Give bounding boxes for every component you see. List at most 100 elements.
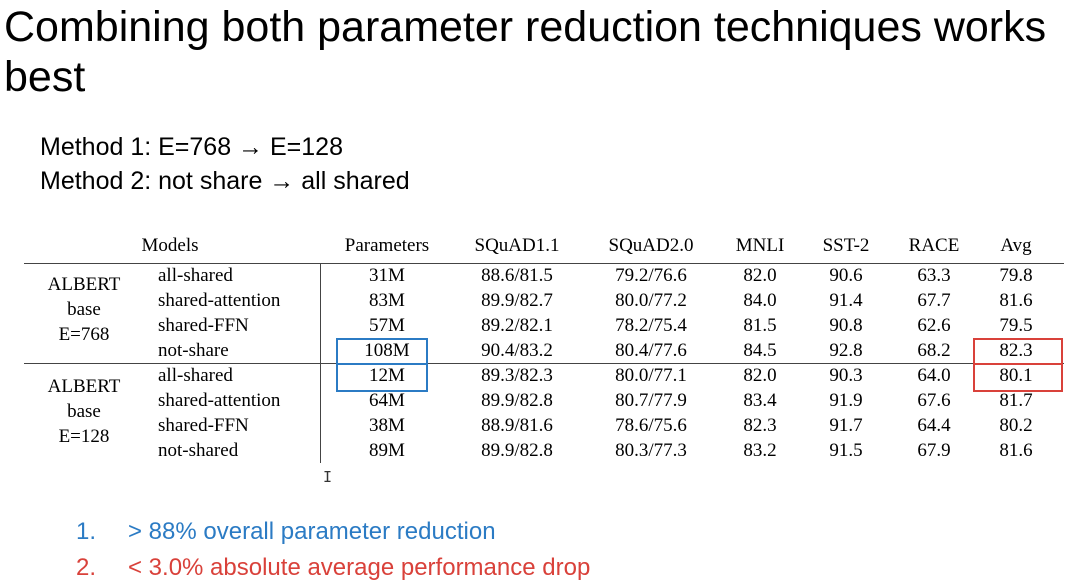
squad20-cell: 80.4/77.6 (615, 340, 687, 361)
params-cell: 31M (369, 265, 405, 286)
sst2-cell: 91.5 (829, 440, 863, 461)
params-cell: 83M (369, 290, 405, 311)
header-mnli: MNLI (735, 235, 785, 256)
squad11-cell: 89.9/82.8 (481, 390, 553, 411)
summary-points: 1. > 88% overall parameter reduction 2. < … (76, 514, 590, 586)
group-label-e768: ALBERT base E=768 (47, 274, 121, 345)
header-models: Models (141, 235, 199, 256)
race-cell: 68.2 (917, 340, 951, 361)
point-number: 2. (76, 554, 97, 581)
method-1: Method 1: E=768 → E=128 (40, 133, 343, 161)
row-model-name: shared-attention (158, 290, 281, 311)
mnli-cell: 82.0 (743, 365, 777, 386)
mnli-cell: 83.4 (743, 390, 777, 411)
avg-highlight-box (973, 338, 1063, 392)
header-rule (24, 263, 1064, 264)
mnli-cell: 83.2 (743, 440, 777, 461)
table-row: all-shared 31M 88.6/81.5 79.2/76.6 82.0 90.6 6… (24, 263, 1064, 288)
avg-cell: 81.7 (999, 390, 1033, 411)
squad20-cell: 80.0/77.1 (615, 365, 687, 386)
point-text: < 3.0% absolute average performance drop (128, 554, 591, 581)
sst2-cell: 90.3 (829, 365, 863, 386)
avg-cell: 81.6 (999, 290, 1033, 311)
squad11-cell: 89.9/82.8 (481, 440, 553, 461)
avg-cell: 81.6 (999, 440, 1033, 461)
sst2-cell: 90.6 (829, 265, 863, 286)
race-cell: 67.7 (917, 290, 951, 311)
race-cell: 64.4 (917, 415, 951, 436)
avg-cell: 79.5 (999, 315, 1033, 336)
summary-point-1: 1. > 88% overall parameter reduction (76, 514, 590, 550)
table-row: not-share 108M 90.4/83.2 80.4/77.6 84.5 92.8 6… (24, 338, 1064, 363)
method-2: Method 2: not share → all shared (40, 167, 410, 195)
params-cell: 57M (369, 315, 405, 336)
avg-cell: 79.8 (999, 265, 1033, 286)
table-row: shared-FFN 38M 88.9/81.6 78.6/75.6 82.3 91.7 6… (24, 413, 1064, 438)
header-avg: Avg (1000, 235, 1032, 256)
table-row: shared-attention 64M 89.9/82.8 80.7/77.9 83.… (24, 388, 1064, 413)
params-highlight-divider (336, 363, 428, 365)
row-model-name: shared-FFN (158, 415, 249, 436)
point-text: > 88% overall parameter reduction (128, 518, 496, 545)
table-row: all-shared 12M 89.3/82.3 80.0/77.1 82.0 90.3 6… (24, 363, 1064, 388)
params-cell: 38M (369, 415, 405, 436)
mnli-cell: 81.5 (743, 315, 777, 336)
row-model-name: not-shared (158, 440, 239, 461)
params-cell: 12M (369, 365, 405, 386)
squad20-cell: 78.2/75.4 (615, 315, 687, 336)
squad11-cell: 88.9/81.6 (481, 415, 553, 436)
squad11-cell: 89.2/82.1 (481, 315, 553, 336)
table-row: not-shared 89M 89.9/82.8 80.3/77.3 83.2 91.5 6… (24, 438, 1064, 463)
row-model-name: all-shared (158, 265, 233, 286)
avg-cell: 82.3 (999, 340, 1033, 361)
avg-highlight-divider (973, 363, 1063, 365)
group-label-e128: ALBERT base E=128 (47, 376, 121, 447)
params-cell: 108M (364, 340, 410, 361)
race-cell: 63.3 (917, 265, 951, 286)
params-cell: 89M (369, 440, 405, 461)
race-cell: 64.0 (917, 365, 951, 386)
params-cell: 64M (369, 390, 405, 411)
header-race: RACE (908, 235, 960, 256)
squad20-cell: 80.7/77.9 (615, 390, 687, 411)
header-sst2: SST-2 (822, 235, 870, 256)
squad11-cell: 88.6/81.5 (481, 265, 553, 286)
row-model-name: shared-attention (158, 390, 281, 411)
params-highlight-box (336, 338, 428, 392)
mnli-cell: 82.0 (743, 265, 777, 286)
header-squad11: SQuAD1.1 (474, 235, 560, 256)
squad11-cell: 89.9/82.7 (481, 290, 553, 311)
sst2-cell: 90.8 (829, 315, 863, 336)
sst2-cell: 91.9 (829, 390, 863, 411)
slide-title: Combining both parameter reduction techn… (4, 3, 1047, 101)
avg-cell: 80.1 (999, 365, 1033, 386)
race-cell: 62.6 (917, 315, 951, 336)
race-cell: 67.6 (917, 390, 951, 411)
header-squad20: SQuAD2.0 (608, 235, 694, 256)
squad20-cell: 80.3/77.3 (615, 440, 687, 461)
group-rule (24, 363, 1064, 364)
squad20-cell: 80.0/77.2 (615, 290, 687, 311)
squad11-cell: 89.3/82.3 (481, 365, 553, 386)
squad11-cell: 90.4/83.2 (481, 340, 553, 361)
text-cursor-icon: I (323, 468, 333, 486)
sst2-cell: 92.8 (829, 340, 863, 361)
squad20-cell: 79.2/76.6 (615, 265, 687, 286)
header-parameters: Parameters (344, 235, 430, 256)
column-rule (320, 263, 321, 463)
mnli-cell: 84.5 (743, 340, 777, 361)
sst2-cell: 91.7 (829, 415, 863, 436)
summary-point-2: 2. < 3.0% absolute average performance dr… (76, 550, 590, 586)
race-cell: 67.9 (917, 440, 951, 461)
methods-list: Method 1: E=768 → E=128 Method 2: not sh… (40, 130, 410, 198)
squad20-cell: 78.6/75.6 (615, 415, 687, 436)
table-row: shared-FFN 57M 89.2/82.1 78.2/75.4 81.5 90.8 6… (24, 313, 1064, 338)
avg-cell: 80.2 (999, 415, 1033, 436)
sst2-cell: 91.4 (829, 290, 863, 311)
results-table: ALBERT base E=768 ALBERT base E=128 Mode… (24, 230, 1064, 480)
mnli-cell: 84.0 (743, 290, 777, 311)
table-row: shared-attention 83M 89.9/82.7 80.0/77.2 84.… (24, 288, 1064, 313)
row-model-name: shared-FFN (158, 315, 249, 336)
row-model-name: not-share (158, 340, 229, 361)
point-number: 1. (76, 518, 97, 545)
